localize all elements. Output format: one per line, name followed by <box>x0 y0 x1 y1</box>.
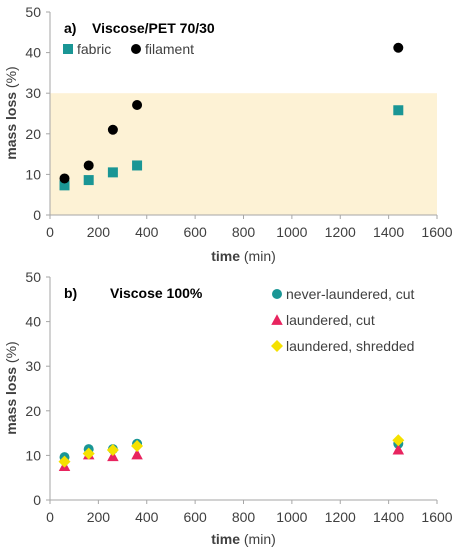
x-tick-label: 1000 <box>276 224 307 240</box>
legend-label: laundered, shredded <box>286 338 414 354</box>
legend-label: filament <box>145 41 194 57</box>
x-tick-label: 1400 <box>373 224 404 240</box>
y-axis-label: mass loss (%) <box>3 66 19 159</box>
chart-title: Viscose 100% <box>110 285 203 301</box>
x-tick-label: 0 <box>46 509 54 525</box>
x-axis-label: time (min) <box>211 531 276 547</box>
data-point <box>107 124 118 135</box>
data-point <box>58 455 71 468</box>
series-fabric <box>59 105 404 191</box>
x-tick-label: 1400 <box>373 509 404 525</box>
x-tick-label: 1600 <box>421 224 452 240</box>
y-tick-label: 50 <box>25 269 41 285</box>
x-axis-label: time (min) <box>211 248 276 264</box>
data-point <box>131 448 143 460</box>
data-point <box>393 105 404 116</box>
x-tick-label: 1000 <box>276 509 307 525</box>
data-point <box>59 173 70 184</box>
chart-title: Viscose/PET 70/30 <box>92 20 215 36</box>
x-axis-label-unit: (min) <box>244 248 276 264</box>
y-axis-label-name: mass loss <box>3 88 19 160</box>
data-point <box>107 167 118 178</box>
data-point <box>83 175 94 186</box>
panel-label: b) <box>64 285 77 301</box>
x-tick-label: 1600 <box>421 509 452 525</box>
y-axis-label: mass loss (%) <box>3 341 19 434</box>
x-axis-label-unit: (min) <box>244 531 276 547</box>
data-point <box>132 99 143 110</box>
x-tick-label: 800 <box>232 224 256 240</box>
y-tick-label: 10 <box>25 447 41 463</box>
y-tick-label: 0 <box>33 492 41 508</box>
legend-entry: fabric <box>63 41 111 57</box>
legend-marker <box>63 44 73 54</box>
series-filament <box>59 42 404 184</box>
x-tick-label: 0 <box>46 224 54 240</box>
data-point <box>393 42 404 53</box>
x-tick-label: 400 <box>135 224 159 240</box>
y-tick-label: 0 <box>33 207 41 223</box>
shaded-band <box>50 93 437 215</box>
x-tick-label: 1200 <box>325 224 356 240</box>
y-tick-label: 30 <box>25 85 41 101</box>
legend-marker <box>131 44 141 54</box>
data-point <box>132 160 143 171</box>
legend-label: laundered, cut <box>286 312 375 328</box>
y-tick-label: 40 <box>25 45 41 61</box>
legend-entry: filament <box>131 41 194 57</box>
data-point <box>83 160 94 171</box>
legend-label: fabric <box>77 41 111 57</box>
legend-label: never-laundered, cut <box>286 286 415 302</box>
y-tick-label: 10 <box>25 166 41 182</box>
data-point <box>392 443 405 455</box>
y-axis-label-unit: (%) <box>3 341 19 363</box>
legend-marker <box>271 314 283 325</box>
y-tick-label: 40 <box>25 314 41 330</box>
x-tick-label: 400 <box>135 509 159 525</box>
legend-entry: laundered, shredded <box>271 338 414 354</box>
x-axis-label-name: time <box>211 531 244 547</box>
chart-panel-b: 0 10 20 30 40 50 0 200 400 600 800 1000 1200 1400 1600… <box>3 269 453 547</box>
x-tick-label: 1200 <box>325 509 356 525</box>
legend-marker <box>271 340 283 352</box>
legend-entry: never-laundered, cut <box>272 286 415 302</box>
data-point <box>131 440 144 453</box>
y-tick-label: 20 <box>25 403 41 419</box>
data-point <box>82 447 95 460</box>
y-tick-label: 50 <box>25 4 41 20</box>
x-tick-label: 200 <box>87 224 111 240</box>
x-tick-label: 800 <box>232 509 256 525</box>
legend-entry: laundered, cut <box>271 312 375 328</box>
panel-label: a) <box>64 20 76 36</box>
data-point <box>392 434 405 447</box>
y-tick-label: 20 <box>25 126 41 142</box>
chart-panel-a: 0 10 20 30 40 50 0 200 400 600 800 1000 1200 1400 1600… <box>3 4 453 264</box>
data-point <box>106 444 119 457</box>
series-laundered-shredded <box>58 434 405 468</box>
x-tick-label: 600 <box>183 509 207 525</box>
data-point <box>59 180 70 191</box>
x-tick-label: 600 <box>183 224 207 240</box>
y-tick-label: 30 <box>25 358 41 374</box>
y-axis-label-unit: (%) <box>3 66 19 88</box>
x-tick-label: 200 <box>87 509 111 525</box>
x-axis-label-name: time <box>211 248 244 264</box>
y-axis-label-name: mass loss <box>3 363 19 435</box>
legend-marker <box>272 289 282 299</box>
